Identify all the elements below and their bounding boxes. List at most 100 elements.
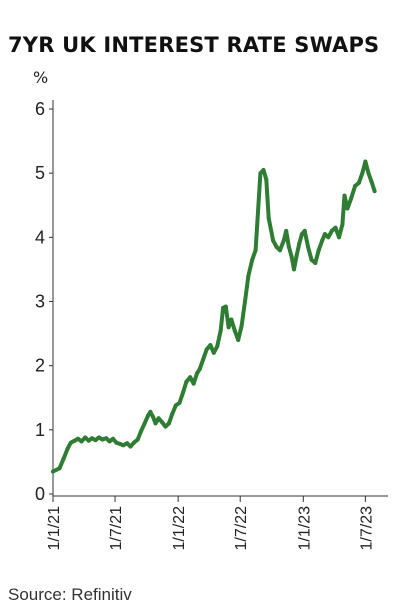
y-tick-label: 3: [35, 292, 45, 312]
data-point: [316, 248, 321, 253]
data-point: [286, 245, 291, 249]
data-point: [76, 436, 80, 441]
data-point: [156, 416, 161, 421]
data-point: [239, 323, 244, 328]
data-point: [173, 403, 178, 408]
data-point: [256, 209, 260, 214]
data-point: [340, 222, 345, 227]
data-point: [146, 413, 150, 418]
data-point: [79, 439, 84, 444]
data-point: [72, 438, 77, 443]
data-point: [250, 257, 255, 262]
chart-title: 7YR UK INTEREST RATE SWAPS: [8, 33, 380, 57]
data-point: [326, 235, 331, 240]
data-point: [333, 225, 338, 230]
y-tick-label: 6: [35, 99, 45, 119]
y-tick-label: 4: [35, 227, 45, 247]
y-axis-unit-label: %: [33, 68, 49, 87]
data-point: [191, 381, 196, 386]
data-point: [337, 235, 341, 240]
data-point: [68, 440, 73, 445]
data-point: [289, 254, 294, 259]
x-tick-label: 1/1/22: [171, 506, 188, 551]
data-point: [258, 171, 263, 176]
data-point: [281, 238, 286, 243]
data-point: [353, 184, 358, 188]
data-point: [372, 189, 377, 194]
data-point: [121, 443, 126, 448]
data-point: [208, 343, 213, 348]
data-point: [131, 440, 136, 445]
data-point: [100, 437, 105, 442]
y-tick-label: 1: [35, 420, 45, 440]
data-point: [86, 438, 91, 443]
data-point: [297, 241, 302, 246]
data-point: [369, 180, 374, 185]
x-tick-label: 1/7/21: [108, 506, 125, 551]
data-point: [264, 177, 269, 182]
data-point: [284, 228, 289, 233]
data-point: [266, 216, 271, 221]
series-line: [51, 159, 377, 474]
data-point: [322, 232, 327, 237]
data-point: [360, 171, 365, 176]
data-point: [229, 317, 234, 322]
data-point: [170, 411, 175, 416]
data-point: [306, 245, 311, 249]
y-tick-label: 5: [35, 163, 45, 183]
x-tick-label: 1/7/23: [358, 506, 375, 551]
data-point: [117, 441, 122, 446]
data-point: [309, 257, 314, 262]
data-point: [271, 238, 276, 243]
data-point: [93, 438, 98, 443]
data-point: [204, 347, 209, 352]
data-point: [232, 328, 237, 333]
data-point: [211, 350, 216, 355]
data-point: [114, 440, 119, 445]
data-point: [104, 436, 109, 441]
data-point: [342, 193, 347, 198]
x-tick-label: 1/7/22: [233, 506, 250, 551]
data-point: [153, 421, 158, 426]
data-point: [236, 338, 241, 342]
data-point: [218, 328, 223, 333]
data-point: [151, 415, 156, 419]
data-point: [363, 159, 368, 164]
data-point: [188, 375, 193, 380]
data-point: [51, 469, 55, 474]
data-point: [313, 261, 318, 265]
x-axis: 1/1/21 1/7/21 1/1/22 1/7/22 1/1/23 1/7/23: [46, 495, 388, 550]
data-point: [96, 435, 101, 440]
data-point: [166, 421, 171, 426]
data-point: [345, 206, 350, 211]
source-note: Source: Refinitiv: [8, 585, 132, 604]
data-point: [57, 466, 62, 471]
x-tick-labels: 1/1/21 1/7/21 1/1/22 1/7/22 1/1/23 1/7/23: [46, 496, 375, 550]
x-tick-label: 1/1/21: [46, 506, 63, 551]
data-point: [226, 325, 231, 330]
data-point: [329, 228, 334, 233]
data-point: [160, 420, 164, 425]
data-point: [135, 437, 140, 442]
series-points: [51, 159, 377, 474]
data-point: [90, 436, 95, 441]
data-point: [201, 357, 206, 362]
data-point: [184, 379, 189, 384]
y-tick-label: 2: [35, 356, 45, 376]
data-point: [128, 444, 133, 449]
data-point: [278, 248, 282, 253]
y-tick-labels: 0 1 2 3 4 5 6: [35, 99, 53, 504]
data-point: [349, 196, 353, 201]
y-tick-label: 0: [35, 484, 45, 504]
data-point: [223, 304, 228, 309]
data-point: [215, 344, 220, 349]
data-point: [125, 441, 130, 446]
data-point: [111, 436, 115, 441]
data-point: [261, 168, 266, 172]
data-point: [274, 245, 279, 249]
data-point: [366, 171, 371, 176]
data-point: [83, 435, 88, 440]
data-point: [356, 180, 361, 185]
data-point: [292, 267, 296, 272]
